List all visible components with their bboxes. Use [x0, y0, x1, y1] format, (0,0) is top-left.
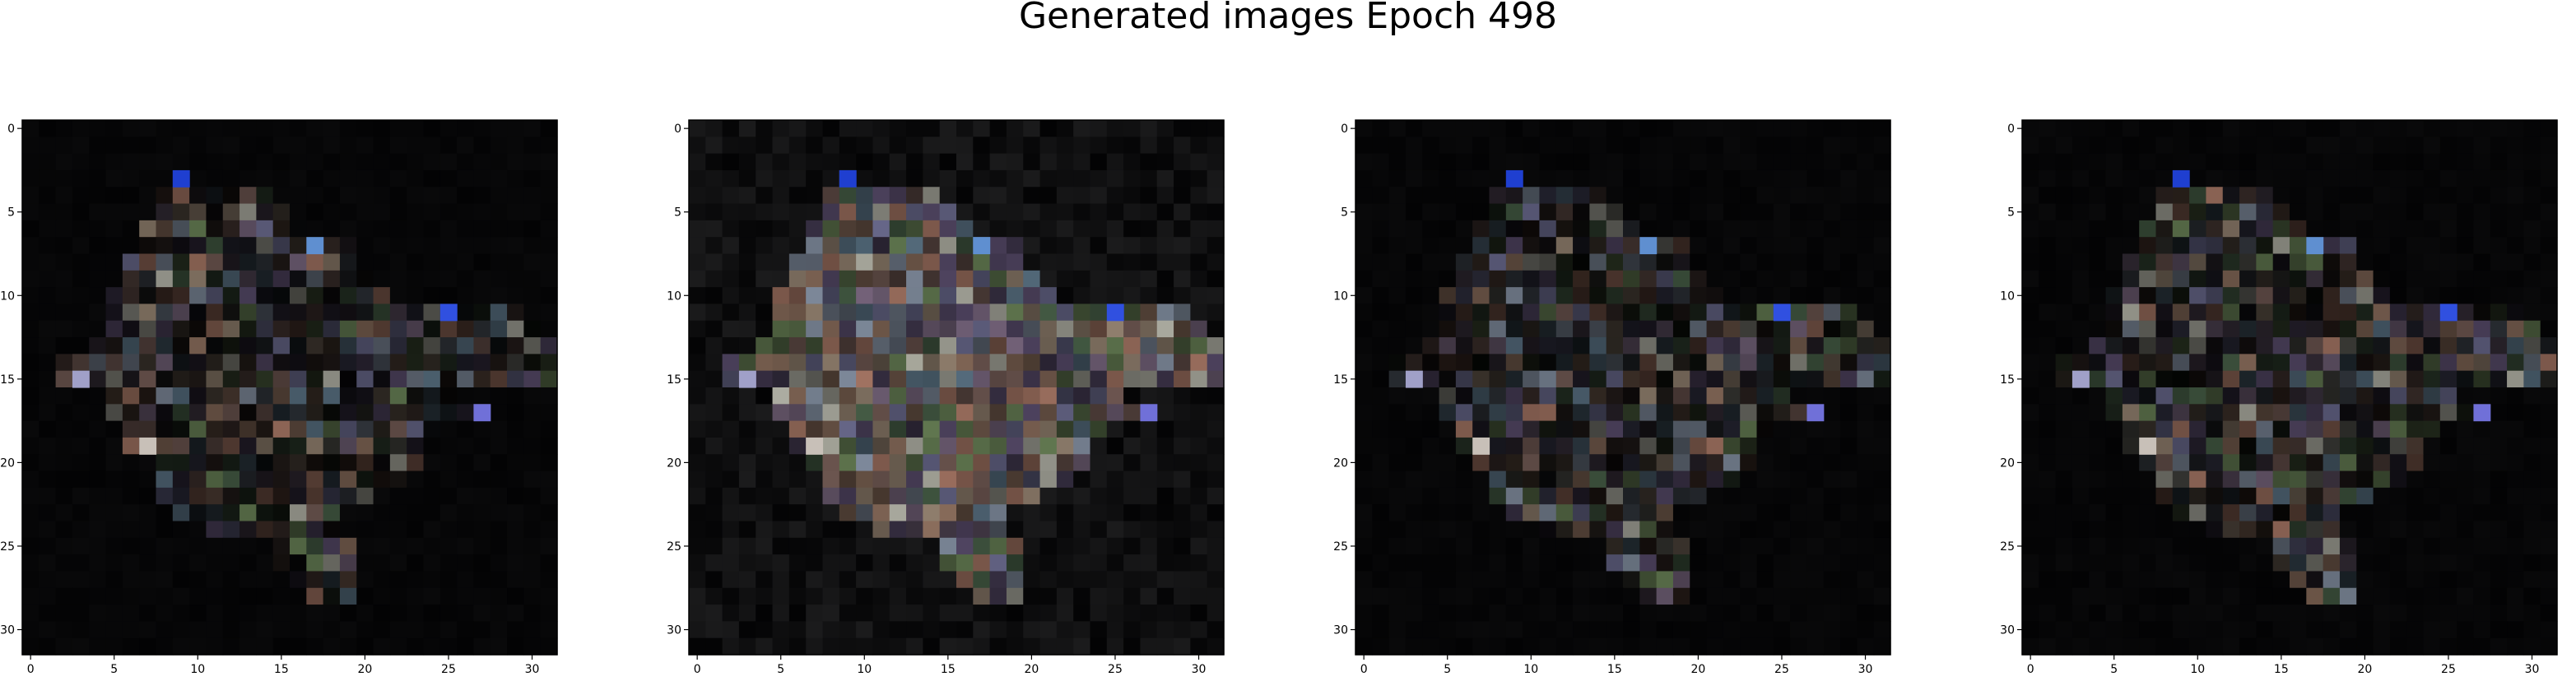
image-panel-4: 0 5 10 15 20 25 30 0 5 10 15 20 25 30: [2000, 119, 2558, 676]
generated-image-pixels: [22, 120, 558, 656]
x-tick-label: 25: [1108, 663, 1123, 676]
y-tick-label: 0: [1341, 123, 1348, 136]
y-tick-label: 25: [1333, 540, 1348, 554]
x-tick-label: 5: [2110, 663, 2118, 676]
x-tick-label: 10: [857, 663, 872, 676]
x-tick-label: 20: [357, 663, 372, 676]
x-tick-label: 20: [1024, 663, 1039, 676]
x-tick-label: 15: [1607, 663, 1622, 676]
image-panel-1: 0 5 10 15 20 25 30 0 5 10 15 20 25 30: [0, 119, 558, 676]
x-tick-label: 25: [2441, 663, 2456, 676]
x-tick-label: 10: [2190, 663, 2205, 676]
x-tick-label: 30: [525, 663, 540, 676]
x-tick-label: 0: [694, 663, 701, 676]
y-tick-label: 0: [2007, 123, 2015, 136]
y-tick-label: 5: [7, 206, 15, 220]
y-tick-label: 0: [7, 123, 15, 136]
y-tick-label: 10: [1333, 290, 1348, 303]
x-tick-label: 0: [2027, 663, 2034, 676]
x-tick-label: 10: [190, 663, 205, 676]
x-tick-label: 5: [777, 663, 784, 676]
x-tick-label: 30: [1858, 663, 1873, 676]
y-tick-label: 30: [667, 624, 681, 637]
generated-image-pixels: [1355, 120, 1891, 656]
image-panel-2: 0 5 10 15 20 25 30 0 5 10 15 20 25 30: [667, 119, 1225, 676]
x-tick-label: 10: [1523, 663, 1538, 676]
x-tick-label: 5: [110, 663, 118, 676]
y-tick-label: 15: [2000, 373, 2015, 387]
x-tick-label: 20: [1690, 663, 1705, 676]
y-tick-label: 25: [0, 540, 15, 554]
y-tick-label: 25: [667, 540, 681, 554]
x-tick-label: 15: [2274, 663, 2289, 676]
x-tick-label: 5: [1444, 663, 1451, 676]
y-tick-label: 15: [1333, 373, 1348, 387]
x-tick-label: 25: [1774, 663, 1789, 676]
y-tick-label: 10: [2000, 290, 2015, 303]
y-tick-label: 10: [0, 290, 15, 303]
y-tick-label: 25: [2000, 540, 2015, 554]
x-tick-label: 15: [941, 663, 956, 676]
axes-frame: [21, 119, 558, 656]
x-tick-label: 0: [1360, 663, 1368, 676]
axes-frame: [688, 119, 1225, 656]
y-tick-label: 5: [674, 206, 681, 220]
image-panel-3: 0 5 10 15 20 25 30 0 5 10 15 20 25 30: [1333, 119, 1891, 676]
y-tick-label: 20: [0, 456, 15, 470]
y-tick-label: 15: [667, 373, 681, 387]
axes-frame: [2021, 119, 2558, 656]
figure-title: Generated images Epoch 498: [1018, 0, 1558, 37]
y-tick-label: 15: [0, 373, 15, 387]
axes-frame: [1355, 119, 1891, 656]
x-tick-label: 0: [27, 663, 35, 676]
y-tick-label: 10: [667, 290, 681, 303]
generated-image-pixels: [2022, 120, 2558, 656]
y-tick-label: 20: [2000, 456, 2015, 470]
x-tick-label: 25: [441, 663, 456, 676]
y-tick-label: 5: [1341, 206, 1348, 220]
x-tick-label: 30: [2525, 663, 2540, 676]
y-tick-label: 30: [0, 624, 15, 637]
generated-image-pixels: [689, 120, 1225, 656]
x-tick-label: 30: [1192, 663, 1207, 676]
x-tick-label: 20: [2357, 663, 2372, 676]
y-tick-label: 5: [2007, 206, 2015, 220]
y-tick-label: 30: [1333, 624, 1348, 637]
y-tick-label: 20: [1333, 456, 1348, 470]
y-tick-label: 0: [674, 123, 681, 136]
x-tick-label: 15: [274, 663, 289, 676]
y-tick-label: 30: [2000, 624, 2015, 637]
y-tick-label: 20: [667, 456, 681, 470]
